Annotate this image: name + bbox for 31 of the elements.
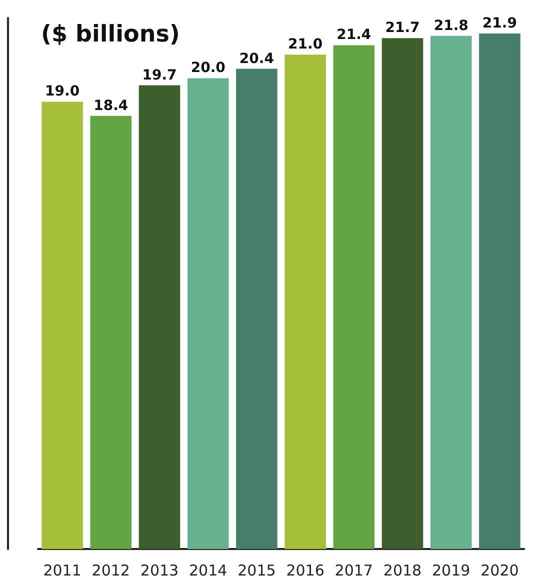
bar: [90, 116, 132, 549]
x-tick-label: 2011: [43, 562, 82, 580]
bar: [333, 45, 375, 549]
data-label: 21.4: [336, 27, 372, 44]
data-label: 19.7: [142, 67, 177, 84]
x-tick-label: 2013: [140, 562, 179, 580]
chart-title: ($ billions): [41, 22, 180, 48]
data-label: 20.4: [239, 50, 274, 67]
data-label: 20.0: [190, 60, 226, 76]
bar: [479, 33, 520, 549]
bar: [236, 68, 278, 549]
x-tick-label: 2020: [480, 562, 519, 580]
x-tick-label: 2012: [92, 562, 130, 580]
bar: [430, 36, 472, 549]
data-label: 21.7: [385, 20, 420, 36]
x-tick-label: 2015: [238, 562, 276, 580]
x-tick-label: 2017: [334, 562, 373, 580]
bar: [284, 54, 326, 549]
bar: [42, 102, 83, 549]
data-label: 21.0: [288, 36, 323, 53]
bar: [187, 78, 229, 549]
data-label: 19.0: [45, 84, 80, 100]
data-label: 21.9: [482, 15, 517, 32]
data-label: 21.8: [434, 18, 468, 34]
data-label: 18.4: [94, 98, 128, 114]
x-tick-label: 2019: [432, 562, 470, 580]
x-tick-label: 2018: [383, 562, 422, 580]
x-tick-label: 2014: [189, 562, 228, 580]
bar: [138, 85, 180, 549]
x-tick-label: 2016: [286, 562, 324, 580]
bar: [382, 38, 424, 549]
